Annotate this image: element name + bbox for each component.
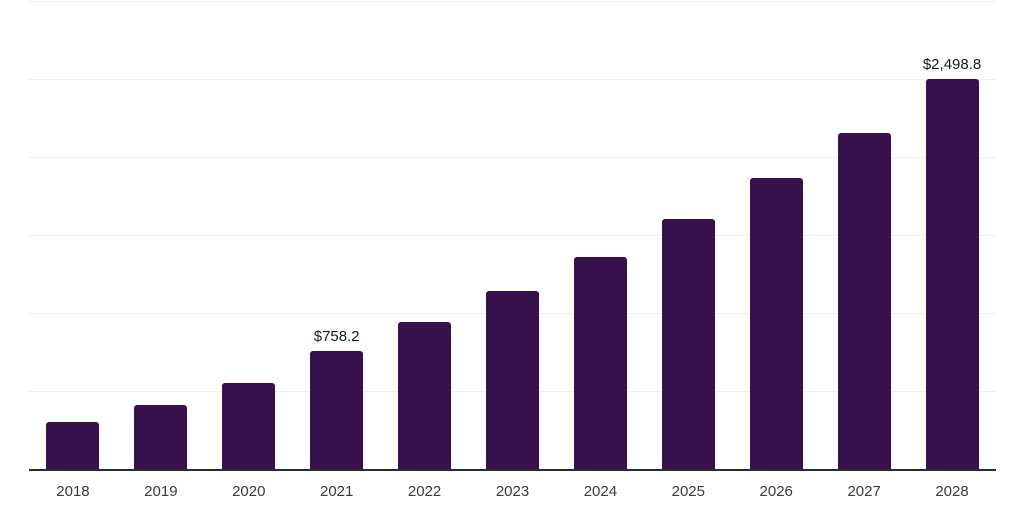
plot-area: $758.2 $2,498.8 <box>29 1 996 471</box>
bar-2025 <box>661 219 715 469</box>
x-tick-label-2026: 2026 <box>759 483 793 500</box>
bar-2028 <box>925 79 979 469</box>
bar-2023 <box>486 290 539 469</box>
bar-2020 <box>222 382 276 469</box>
gridline-3000 <box>29 1 996 2</box>
bar-2022 <box>398 321 452 469</box>
x-tick-label-2023: 2023 <box>495 483 530 500</box>
bar-2018 <box>46 422 100 469</box>
x-tick-label-2022: 2022 <box>407 483 442 500</box>
gridline-2500 <box>29 79 996 80</box>
x-tick-label-2025: 2025 <box>671 483 705 500</box>
bar-value-label-2021: $758.2 <box>313 327 360 345</box>
bar-value-label-2028: $2,498.8 <box>922 56 982 74</box>
bar-2027 <box>837 133 891 469</box>
x-tick-label-2028: 2028 <box>935 483 969 500</box>
bar-2019 <box>134 404 188 469</box>
x-tick-label-2018: 2018 <box>56 483 90 500</box>
x-axis-tick-labels: 2018 2019 2020 2021 2022 2023 2024 2025 2026 2027… <box>29 483 996 503</box>
gridline-2000 <box>29 157 996 158</box>
bar-2024 <box>573 256 627 469</box>
x-tick-label-2021: 2021 <box>319 483 354 500</box>
x-tick-label-2020: 2020 <box>232 483 266 500</box>
x-tick-label-2027: 2027 <box>847 483 881 500</box>
x-tick-label-2019: 2019 <box>144 483 178 500</box>
bar-2021 <box>310 350 364 469</box>
x-tick-label-2024: 2024 <box>583 483 618 500</box>
gridline-1500 <box>29 235 996 236</box>
bar-2026 <box>749 178 803 469</box>
